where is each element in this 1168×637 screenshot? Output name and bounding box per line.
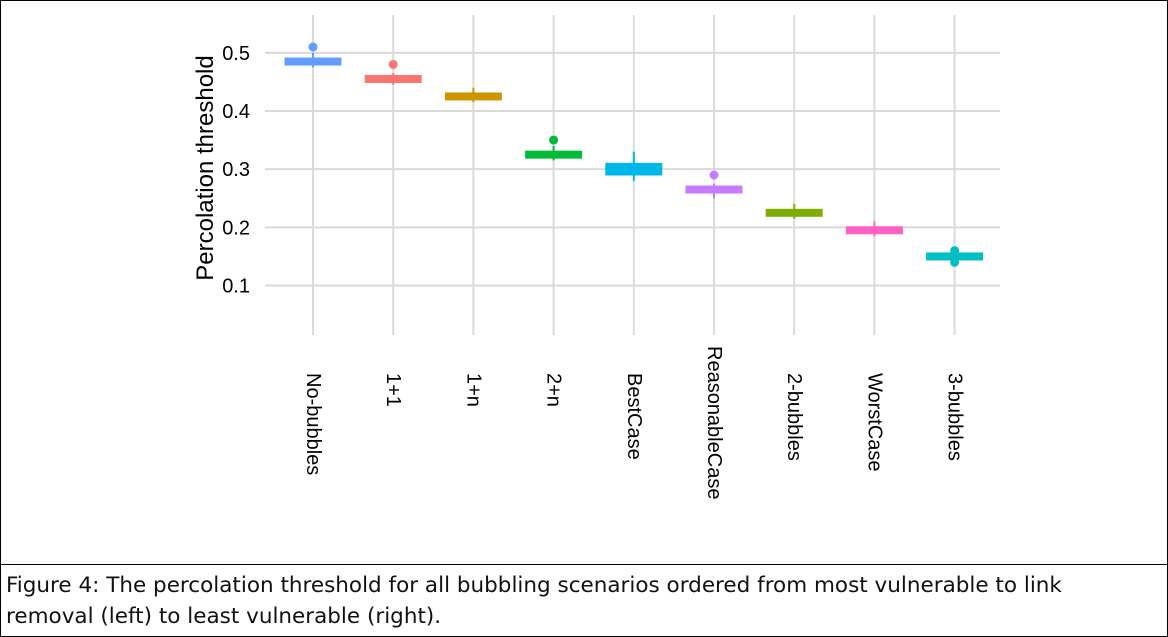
box-series [284,42,984,267]
box-1-n [444,87,502,103]
x-tick-label: No-bubbles [302,373,324,475]
y-tick-label: 0.5 [222,43,250,65]
x-tick-label: 1+1 [382,373,404,407]
y-tick-label: 0.4 [222,101,250,123]
x-tick-label: WorstCase [863,373,885,472]
outlier-point [709,170,719,180]
figure-caption: Figure 4: The percolation threshold for … [6,573,1062,629]
y-axis-tick-labels: 0.1 0.2 0.3 0.4 0.5 [222,43,250,298]
x-tick-label: 2-bubbles [783,373,805,461]
outlier-point [950,246,960,256]
y-axis-label: Percolation threshold [192,55,219,280]
x-axis-category-labels: No-bubbles 1+1 1+n 2+n BestCase ReasonableCas… [302,346,966,499]
x-tick-label: 1+n [462,373,484,407]
percolation-box-plot: 0.1 0.2 0.3 0.4 0.5 No-bubbles 1+1 1+n 2+n BestC… [192,15,1000,499]
x-tick-label: 2+n [543,373,565,407]
box-2-n [525,135,583,161]
outlier-point [950,257,960,267]
y-tick-label: 0.3 [222,159,250,181]
y-tick-label: 0.1 [222,276,250,298]
vertical-gridlines [312,15,956,335]
x-tick-label: BestCase [623,373,645,460]
y-tick-label: 0.2 [222,217,250,239]
box-2-bubbles [765,204,823,219]
x-tick-label: ReasonableCase [703,346,725,499]
outlier-point [388,59,398,69]
outlier-point [549,135,559,145]
outlier-point [308,42,318,52]
x-tick-label: 3-bubbles [944,373,966,461]
box-bestcase [605,151,663,181]
box-reasonablecase [685,170,743,199]
box-3-bubbles [926,246,984,267]
box-worstcase [845,221,903,237]
box-1-1 [364,59,422,85]
caption-divider [0,564,1168,565]
box-no-bubbles [284,42,342,68]
